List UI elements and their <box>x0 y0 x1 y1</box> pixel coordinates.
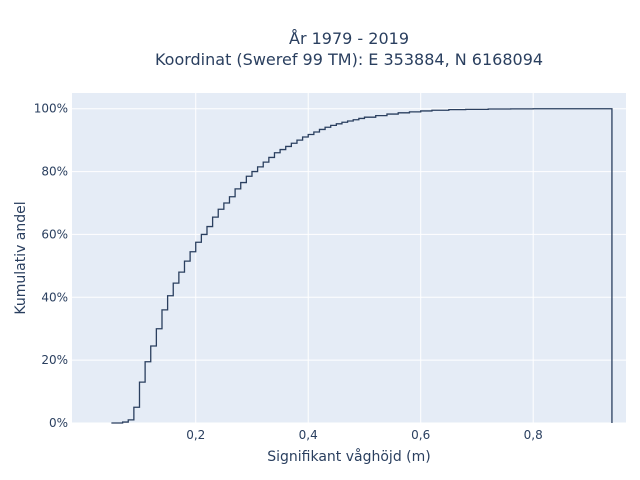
tick-labels: 0,2 0,4 0,6 0,8 0% 20% 40% 60% 80% 100% <box>34 102 543 442</box>
x-tick-label: 0,6 <box>411 428 430 442</box>
y-axis-title: Kumulativ andel <box>13 201 29 314</box>
ecdf-step-line <box>111 108 613 424</box>
series-layer <box>111 108 613 424</box>
x-tick-label: 0,4 <box>299 428 318 442</box>
chart-title: År 1979 - 2019 Koordinat (Sweref 99 TM):… <box>0 28 640 70</box>
y-tick-label: 0% <box>49 416 68 430</box>
x-tick-label: 0,8 <box>524 428 543 442</box>
chart-subtitle: Koordinat (Sweref 99 TM): E 353884, N 61… <box>154 50 544 69</box>
y-tick-label: 60% <box>41 227 68 241</box>
y-tick-label: 100% <box>34 102 68 116</box>
y-tick-label: 80% <box>41 165 68 179</box>
y-tick-label: 20% <box>41 353 68 367</box>
plot-area <box>72 93 626 423</box>
y-tick-label: 40% <box>41 290 68 304</box>
x-axis-title: Signifikant våghöjd (m) <box>267 448 430 465</box>
chart-title-main: År 1979 - 2019 <box>289 29 409 48</box>
x-tick-label: 0,2 <box>186 428 205 442</box>
